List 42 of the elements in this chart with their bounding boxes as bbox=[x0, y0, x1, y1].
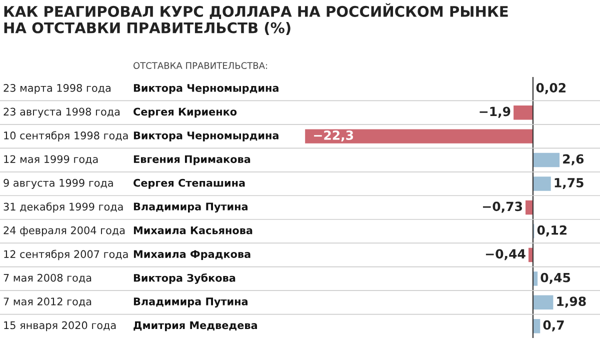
data-label: 1,98 bbox=[557, 296, 586, 308]
y2-tick-label: Владимира Путина bbox=[134, 202, 248, 213]
y-tick-label: 31 декабря 1999 года bbox=[4, 202, 123, 213]
y-tick-label: 10 сентября 1998 года bbox=[4, 131, 128, 142]
data-label: 0,02 bbox=[536, 83, 566, 94]
y2-tick-label: Дмитрия Медведева bbox=[134, 321, 257, 332]
bar bbox=[305, 129, 533, 144]
y2-tick-label: Виктора Черномырдина bbox=[134, 132, 278, 142]
bar bbox=[532, 295, 554, 310]
y-tick-label: 7 мая 2008 года bbox=[4, 274, 92, 283]
y2-tick-label: Виктора Зубкова bbox=[134, 273, 236, 284]
y-tick-label: 12 сентября 2007 года bbox=[4, 250, 128, 260]
y2-tick-label: Михаила Касьянова bbox=[134, 226, 252, 234]
y-tick-label: 12 мая 1999 года bbox=[4, 155, 98, 164]
y2-tick-label: Сергея Степашина bbox=[134, 178, 245, 189]
y-tick-label: 15 января 2020 года bbox=[4, 321, 116, 332]
data-label: −22,3 bbox=[314, 130, 354, 142]
data-label: −0,44 bbox=[486, 249, 526, 260]
y-tick-label: 9 августа 1999 года bbox=[4, 178, 113, 189]
data-label: 1,75 bbox=[554, 178, 584, 189]
text: ОТСТАВКА ПРАВИТЕЛЬСТВА: bbox=[134, 62, 267, 69]
y2-tick-label: Виктора Черномырдина bbox=[134, 84, 278, 94]
data-label: −1,9 bbox=[480, 106, 510, 118]
y-tick-label: 7 мая 2012 года bbox=[4, 298, 92, 307]
bar bbox=[532, 176, 551, 191]
y-tick-label: 23 августа 1998 года bbox=[4, 108, 120, 118]
data-label: 2,6 bbox=[563, 154, 584, 166]
data-label: 0,7 bbox=[543, 320, 564, 332]
bar bbox=[526, 200, 533, 215]
y2-tick-label: Сергея Кириенко bbox=[134, 108, 237, 118]
data-label: 0,45 bbox=[540, 272, 570, 284]
data-label: 0,12 bbox=[537, 225, 567, 236]
y2-tick-label: Михаила Фрадкова bbox=[134, 250, 250, 260]
y-tick-label: 23 марта 1998 года bbox=[4, 84, 110, 94]
bar bbox=[532, 152, 560, 168]
chart-title: КАК РЕАГИРОВАЛ КУРС ДОЛЛАРА НА РОССИЙСКОМ РЫНКЕ НА ОТСТАВКИ ПРАВИТЕЛЬСТВ (%) bbox=[4, 3, 508, 35]
y2-tick-label: Владимира Путина bbox=[134, 298, 248, 308]
y-tick-label: 24 февраля 2004 года bbox=[4, 226, 125, 236]
bar bbox=[514, 105, 533, 120]
y2-tick-label: Евгения Примакова bbox=[134, 155, 250, 166]
data-label: −0,73 bbox=[482, 202, 522, 213]
bar bbox=[532, 319, 540, 334]
